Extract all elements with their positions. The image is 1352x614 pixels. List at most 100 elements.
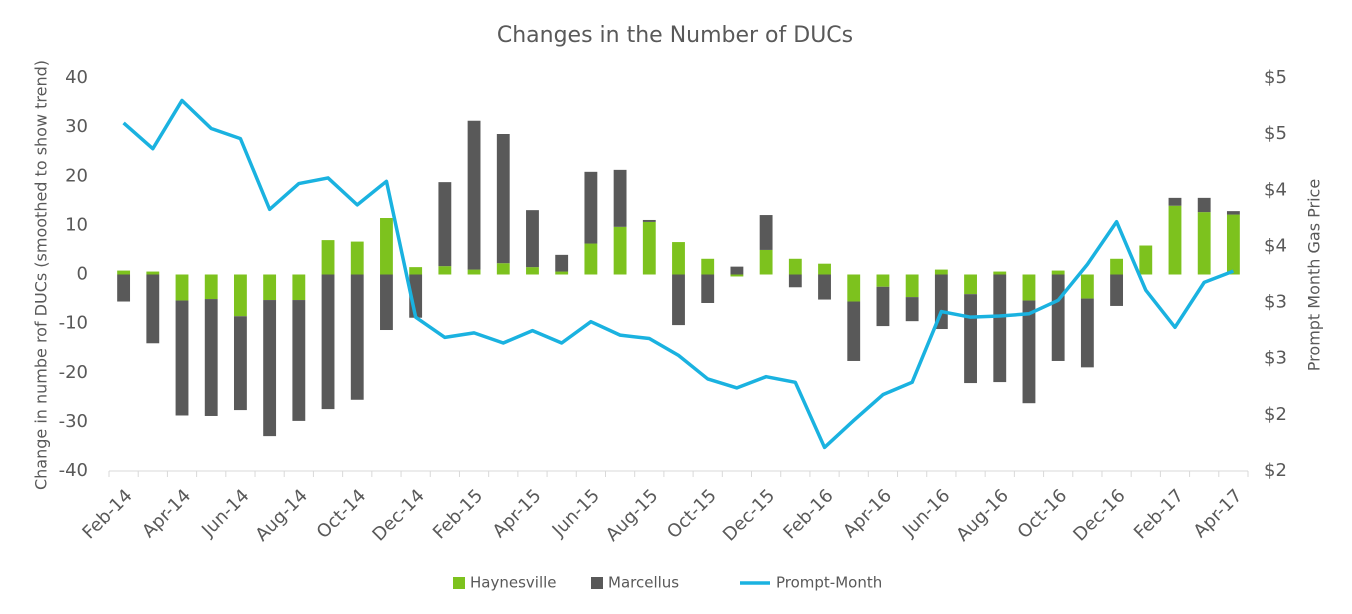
legend-label: Prompt-Month — [776, 574, 882, 592]
bar — [233, 274, 247, 317]
bar — [1110, 258, 1124, 275]
bar — [526, 267, 539, 275]
bar — [321, 240, 335, 275]
bar — [204, 299, 218, 416]
bar — [934, 269, 948, 275]
y2-tick-label: $5 — [1264, 123, 1287, 144]
x-tick-label: Apr-14 — [138, 485, 195, 542]
bar — [759, 215, 773, 250]
bar — [555, 254, 569, 272]
bar — [467, 120, 481, 270]
bar — [409, 267, 423, 275]
x-tick-label: Dec-16 — [1069, 485, 1129, 545]
x-tick-label: Aug-15 — [602, 485, 662, 545]
y2-tick-label: $4 — [1264, 179, 1287, 200]
x-tick-label: Oct-16 — [1014, 485, 1072, 543]
y-tick-label: -20 — [59, 362, 88, 383]
bar — [380, 218, 393, 275]
bar — [672, 274, 685, 326]
y2-tick-label: $5 — [1264, 67, 1287, 88]
y2-tick-label: $2 — [1264, 460, 1287, 481]
bar — [204, 274, 218, 300]
bar — [1022, 274, 1036, 301]
bar — [701, 258, 715, 275]
bar — [1051, 274, 1065, 361]
bar — [642, 221, 656, 275]
x-tick-label: Dec-15 — [719, 485, 779, 545]
line — [122, 98, 1235, 450]
bar — [438, 266, 452, 275]
x-tick-label: Oct-15 — [663, 485, 721, 543]
x-tick-label: Feb-17 — [1130, 485, 1188, 543]
y2-tick-label: $4 — [1264, 235, 1287, 256]
chart-title: Changes in the Number of DUCs — [497, 23, 853, 48]
y-tick-label: 10 — [65, 214, 88, 235]
bar — [1226, 211, 1240, 215]
x-tick-label: Apr-15 — [489, 485, 546, 542]
bar — [905, 274, 919, 298]
bar — [613, 169, 627, 227]
bar — [292, 300, 306, 421]
x-tick-label: Feb-14 — [78, 485, 136, 543]
bar — [730, 266, 744, 275]
bar — [1139, 245, 1153, 275]
x-tick-label: Jun-16 — [898, 485, 954, 541]
bar — [350, 241, 364, 275]
bar — [1197, 197, 1211, 213]
bar — [496, 134, 510, 264]
x-tick-label: Feb-16 — [779, 485, 837, 543]
legend-swatch — [591, 577, 603, 589]
bar — [467, 269, 481, 275]
x-tick-label: Apr-16 — [839, 485, 896, 542]
x-tick-label: Feb-15 — [429, 485, 487, 543]
bar — [613, 226, 627, 275]
bar — [380, 274, 393, 331]
bar — [584, 171, 598, 244]
x-tick-label: Aug-16 — [952, 485, 1012, 545]
y2-axis-title: Prompt Month Gas Price — [1305, 179, 1324, 371]
bar — [905, 297, 919, 322]
bar — [117, 270, 131, 275]
bar — [146, 271, 160, 275]
bar — [263, 274, 277, 301]
y-tick-label: 30 — [65, 116, 88, 137]
bar — [1110, 274, 1124, 306]
bar — [1168, 205, 1182, 275]
bar — [584, 243, 598, 275]
x-tick-label: Aug-14 — [251, 485, 311, 545]
bar — [1197, 212, 1211, 275]
bar — [117, 274, 131, 302]
y-tick-label: 40 — [65, 67, 88, 88]
bar — [642, 219, 656, 222]
bar — [672, 242, 685, 275]
legend-swatch — [453, 577, 465, 589]
bar — [847, 274, 861, 302]
bar — [730, 274, 744, 277]
y2-tick-label: $3 — [1264, 292, 1287, 313]
bar — [321, 274, 335, 410]
bar — [350, 274, 364, 400]
x-tick-label: Oct-14 — [313, 485, 371, 543]
bar — [788, 258, 802, 275]
bar — [847, 301, 861, 361]
bar — [1226, 214, 1240, 275]
bar — [1022, 300, 1036, 404]
bar — [993, 274, 1007, 383]
bar — [701, 274, 715, 303]
y-tick-label: -30 — [59, 411, 88, 432]
legend-label: Haynesville — [470, 574, 557, 592]
y-tick-label: 0 — [77, 264, 88, 285]
x-tick-label: Dec-14 — [368, 485, 428, 545]
bar — [818, 263, 831, 275]
x-tick-label: Apr-17 — [1190, 485, 1247, 542]
x-tick-label: Jun-15 — [548, 485, 604, 541]
y-tick-label: 20 — [65, 165, 88, 186]
bar — [964, 294, 977, 384]
bar — [1168, 197, 1182, 206]
bar — [233, 316, 247, 411]
bar — [526, 210, 539, 268]
bar — [1080, 298, 1094, 368]
bar — [1080, 274, 1094, 299]
bar — [876, 274, 890, 287]
